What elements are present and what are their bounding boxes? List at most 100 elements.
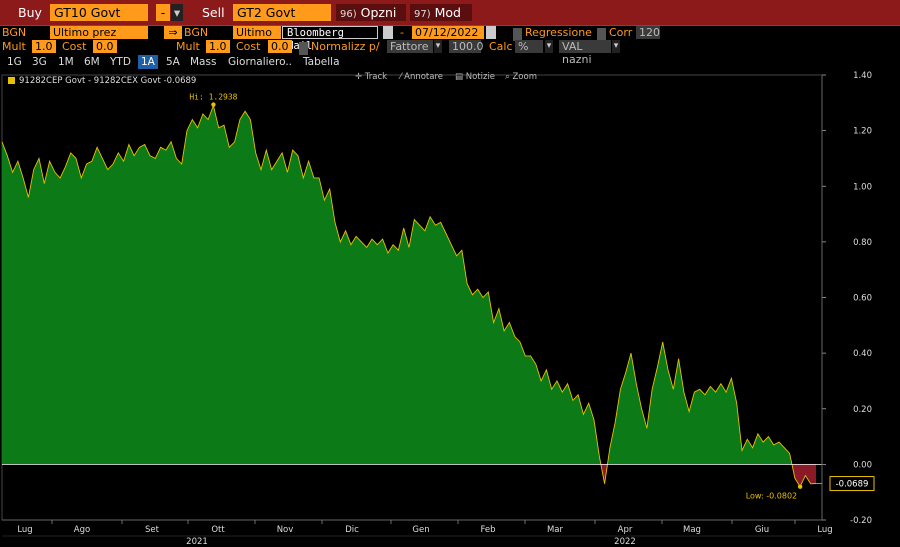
- tab-3g[interactable]: 3G: [32, 56, 47, 68]
- regression-checkbox[interactable]: [513, 28, 522, 41]
- y-tick-label: 0.40: [853, 349, 872, 359]
- x-tick-label: Lug: [17, 525, 32, 535]
- chevron-down-icon[interactable]: ▾: [434, 40, 442, 53]
- x-tick-label: Lug: [817, 525, 832, 535]
- y-tick-label: 0.00: [853, 460, 872, 470]
- x-tick-label: Ott: [211, 525, 225, 535]
- tab-tabella[interactable]: Tabella: [303, 56, 340, 68]
- cost-1-label: Cost: [62, 40, 87, 53]
- chevron-down-icon[interactable]: ▾: [612, 40, 620, 53]
- x-tick-label: Feb: [480, 525, 495, 535]
- buy-label: Buy: [18, 5, 42, 20]
- chart-tool-annotate-label: Annotare: [404, 72, 443, 82]
- x-tick-label: Dic: [345, 525, 359, 535]
- x-tick-label: Mag: [683, 525, 701, 535]
- y-tick-label: 0.20: [853, 405, 872, 415]
- calendar-icon[interactable]: [383, 26, 393, 39]
- regression-label: Regressione: [525, 26, 592, 39]
- mult-2-field[interactable]: 1.0: [206, 40, 230, 53]
- end-date-field[interactable]: 07/12/2022: [412, 26, 484, 39]
- chart-tool-news-label: Notizie: [465, 72, 496, 82]
- x-tick-label: Ago: [74, 525, 90, 535]
- x-tick-label: Gen: [412, 525, 429, 535]
- tab-1a[interactable]: 1A: [138, 55, 158, 69]
- tab-1m[interactable]: 1M: [58, 56, 74, 68]
- bloomberg-mail-tooltip: Bloomberg Mail: [282, 26, 378, 52]
- x-tick-label: Giu: [755, 525, 769, 535]
- y-tick-label: 1.00: [853, 182, 872, 192]
- chart-tool-news[interactable]: ▤ Notizie: [455, 72, 495, 82]
- chart-tool-zoom[interactable]: ⌕ Zoom: [505, 72, 537, 82]
- y-tick-label: 1.40: [853, 71, 872, 81]
- chart-tool-zoom-label: Zoom: [512, 72, 537, 82]
- hi-label: Hi: 1.2938: [189, 93, 237, 102]
- date-dash: -: [400, 26, 404, 39]
- field-2-select[interactable]: Ultimo p: [233, 26, 281, 52]
- cost-2-field[interactable]: 0.0: [268, 40, 292, 53]
- field-1-select[interactable]: Ultimo prez: [50, 26, 148, 39]
- buy-security-field[interactable]: GT10 Govt: [50, 4, 148, 21]
- legend-series-label: 91282CEP Govt - 91282CEX Govt -0.0689: [19, 76, 197, 86]
- arrow-icon[interactable]: ⇒: [164, 26, 182, 39]
- low-label: Low: -0.0802: [746, 492, 797, 501]
- modify-menu-button[interactable]: 97) Mod ▾: [410, 4, 472, 39]
- chart-tool-track[interactable]: ✛ Track: [355, 72, 387, 82]
- x-tick-label: Mar: [547, 525, 564, 535]
- separator-dropdown-icon[interactable]: ▾: [171, 4, 183, 21]
- modify-menu-label: Mod: [434, 5, 461, 20]
- tab-1g[interactable]: 1G: [7, 56, 22, 68]
- separator-button[interactable]: -: [156, 4, 170, 21]
- calc-select[interactable]: %: [515, 40, 543, 53]
- chart-legend: 91282CEP Govt - 91282CEX Govt -0.0689: [8, 76, 196, 86]
- tab-mass[interactable]: Mass: [190, 56, 217, 68]
- settings-row-2: Mult 1.0 Cost 0.0 Mult 1.0 Cost 0.0 Norm…: [0, 40, 900, 66]
- low-marker: [797, 484, 803, 489]
- calc-label: Calc: [489, 40, 513, 53]
- hi-marker: [211, 102, 216, 107]
- options-menu-label: Opzni: [360, 5, 397, 20]
- tab-giornaliero[interactable]: Giornaliero..: [228, 56, 292, 68]
- source-2-label: BGN: [184, 26, 209, 39]
- sell-label: Sell: [202, 5, 225, 20]
- x-tick-label: Set: [145, 525, 160, 535]
- crosshair-icon: ✛: [355, 72, 365, 82]
- y-tick-label: 0.60: [853, 294, 872, 304]
- zoom-icon: ⌕: [505, 72, 513, 82]
- source-1-label: BGN: [2, 26, 27, 39]
- corr-value-field[interactable]: 120: [636, 26, 660, 39]
- series-line: [1, 104, 817, 488]
- tab-6m[interactable]: 6M: [84, 56, 100, 68]
- settings-row-1: BGN Ultimo prez ⇒ BGN Ultimo p Bloomberg…: [0, 26, 900, 52]
- sell-security-field[interactable]: GT2 Govt: [233, 4, 331, 21]
- y-tick-label: 0.80: [853, 238, 872, 248]
- factor-value-field[interactable]: 100.0: [449, 40, 484, 53]
- chart-tool-track-label: Track: [364, 72, 388, 82]
- modify-menu-number: 97): [414, 9, 431, 20]
- news-icon: ▤: [455, 72, 466, 82]
- year-label: 2022: [614, 537, 636, 547]
- chart-tool-annotate[interactable]: ⁄ Annotare: [400, 72, 443, 82]
- positive-area-fill: [2, 105, 816, 465]
- tab-ytd[interactable]: YTD: [110, 56, 131, 68]
- normalize-label: Normalizz p/: [311, 40, 380, 53]
- pencil-icon: ⁄: [400, 72, 405, 82]
- corr-checkbox[interactable]: [597, 28, 606, 41]
- last-value-box: [829, 476, 875, 492]
- cost-1-field[interactable]: 0.0: [93, 40, 117, 53]
- mult-1-field[interactable]: 1.0: [32, 40, 56, 53]
- factor-select[interactable]: Fattore: [387, 40, 433, 53]
- cost-2-label: Cost: [236, 40, 261, 53]
- y-tick-label: 1.20: [853, 127, 872, 137]
- last-value-label: -0.0689: [836, 480, 869, 490]
- mult-1-label: Mult: [2, 40, 26, 53]
- y-tick-label: -0.20: [850, 516, 872, 526]
- chevron-down-icon[interactable]: ▾: [545, 40, 553, 53]
- normalize-checkbox[interactable]: [299, 42, 308, 55]
- calendar-icon[interactable]: [486, 26, 496, 39]
- tab-5a[interactable]: 5A: [166, 56, 180, 68]
- command-bar: Buy GT10 Govt - ▾ Sell GT2 Govt 96) Opzn…: [0, 0, 900, 39]
- val-select[interactable]: VAL nazni: [559, 40, 611, 66]
- x-tick-label: Apr: [618, 525, 633, 535]
